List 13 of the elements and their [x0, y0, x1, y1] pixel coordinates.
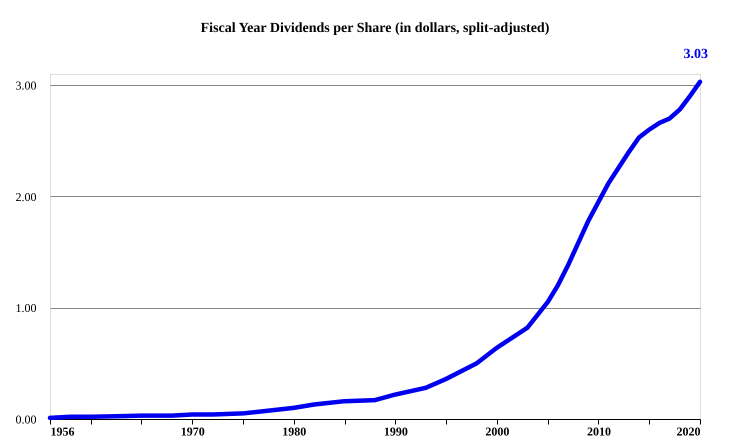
x-tick-label: 2000 — [485, 424, 510, 438]
x-tick-label: 2010 — [586, 424, 611, 438]
data-label: 3.03 — [684, 46, 708, 62]
x-tick-label: 2020 — [676, 424, 700, 438]
x-tick-label: 1980 — [282, 424, 306, 438]
x-tick-label: 1956 — [50, 424, 74, 438]
y-tick-label: 2.00 — [16, 190, 36, 204]
y-tick-label: 1.00 — [16, 301, 36, 316]
x-tick-label: 1990 — [384, 424, 408, 438]
chart-title: Fiscal Year Dividends per Share (in dollars, split-adjusted) — [200, 20, 550, 36]
y-tick-label: 0.00 — [16, 412, 36, 426]
y-tick-label: 3.00 — [16, 78, 36, 93]
x-tick-label: 1970 — [180, 424, 205, 438]
